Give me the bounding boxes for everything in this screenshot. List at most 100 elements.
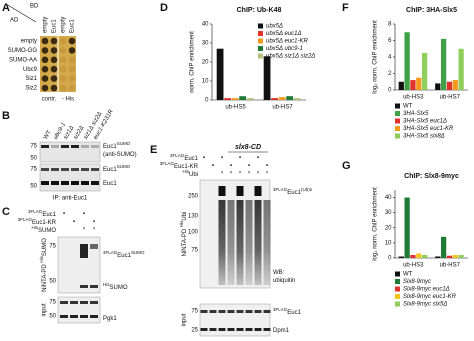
band: [254, 310, 262, 313]
bar: [446, 81, 453, 90]
band: [245, 328, 253, 331]
input-label: input: [182, 313, 188, 326]
bar: [416, 77, 422, 90]
smear: [263, 200, 271, 285]
yeast-spot: [50, 47, 58, 54]
band: [51, 168, 59, 171]
blot: [57, 296, 101, 324]
superscript: His: [32, 225, 39, 230]
text-run: Euc1: [103, 181, 117, 187]
row-label: Siz2: [25, 86, 37, 92]
superscript: 3FLAG: [170, 153, 185, 158]
bar: [440, 236, 447, 258]
legend-entry: 3HA-Slx5 euc1Δ: [403, 119, 447, 125]
band: [91, 168, 99, 171]
column-label: empty: [43, 17, 49, 33]
legend-swatch: [395, 294, 400, 299]
panel-label: A: [2, 2, 10, 14]
bar: [435, 256, 441, 258]
bar: [404, 32, 410, 90]
bar: [452, 254, 458, 258]
legend-entry: ubx5Δ siz1Δ siz2Δ: [266, 54, 315, 60]
bar: [278, 97, 286, 100]
legend-entry: 3HA-Slx5: [403, 111, 429, 117]
row-label: 3FLAGEuc1: [28, 209, 57, 217]
band-label: (anti-SUMO): [103, 152, 137, 158]
legend-swatch: [395, 301, 400, 307]
mw-marker: 75: [30, 144, 37, 150]
lane-mark: •: [63, 212, 65, 218]
pd-label: NiNTA-PD HisSUMO: [39, 238, 47, 292]
condition-label: - His: [62, 97, 74, 103]
yeast-spot: [68, 37, 76, 45]
text-run: Euc1: [287, 310, 301, 316]
y-tick-label: 4: [388, 55, 392, 61]
yeast-spot: [41, 65, 49, 73]
band-label: ubiquitin: [273, 278, 295, 284]
text-run: SUMO: [110, 285, 128, 291]
mw-marker: 75: [49, 300, 56, 306]
superscript: 3FLAG: [103, 250, 118, 255]
bar: [410, 80, 416, 90]
band-label: 3FLAGEuc1: [273, 307, 302, 315]
y-tick-label: 20: [385, 225, 392, 231]
mw-marker: 25: [191, 328, 198, 334]
y-axis-label: log₂ norm. ChIP enrichment: [373, 187, 379, 261]
legend-entry: ubx5Δ euc1-KR: [266, 39, 308, 45]
pd-label: NiNTA-PD HisUbi: [179, 212, 187, 257]
panel-label: G: [342, 160, 351, 172]
band: [218, 186, 226, 196]
x-tick-label: ub-HS7: [440, 95, 461, 101]
band: [81, 168, 89, 171]
lane-mark: *: [83, 228, 86, 234]
y-tick-label: 30: [385, 210, 392, 216]
column-label: Euc1: [52, 19, 58, 33]
mw-marker: 50: [49, 314, 56, 320]
band: [61, 181, 69, 185]
row-label: Siz1: [25, 76, 37, 82]
x-tick-label: ub-HS5: [225, 105, 246, 111]
band: [61, 168, 69, 171]
superscript: 3FLAG: [273, 307, 288, 312]
mw-marker: 75: [191, 248, 198, 254]
x-tick-label: ub-HS7: [272, 105, 293, 111]
chart-title: ChIP: Slx8-9myc: [404, 173, 459, 180]
row-label: HisUbi: [182, 169, 198, 177]
text-run: Euc1: [184, 156, 198, 162]
column-label: Euc1: [70, 19, 76, 33]
smear: [254, 200, 262, 285]
band: [41, 181, 49, 185]
superscript: SUMO: [131, 250, 145, 255]
legend-swatch: [258, 31, 263, 36]
yeast-spot: [41, 47, 49, 54]
superscript: His: [103, 282, 110, 287]
legend-entry: ubx5Δ ubc9-1: [266, 46, 303, 52]
legend-entry: Slx8-9myc euc1Δ: [403, 287, 450, 293]
column-label: empty: [61, 17, 67, 33]
band: [209, 310, 217, 313]
legend-swatch: [395, 126, 400, 131]
band: [254, 328, 262, 331]
yeast-spot: [59, 84, 67, 92]
lane-mark: *: [239, 172, 242, 178]
band-label: 3FLAGEuc1SUMO: [103, 250, 145, 258]
lane-mark: •: [203, 156, 205, 162]
bar: [398, 81, 404, 90]
row-label: Ubc9: [23, 67, 38, 73]
band: [70, 301, 78, 304]
bar: [398, 256, 404, 258]
bar: [404, 197, 410, 258]
text-run: Euc1: [287, 190, 301, 196]
band: [41, 168, 49, 171]
bar: [286, 96, 294, 100]
yeast-spot: [41, 56, 49, 64]
text-run: Euc1: [117, 253, 131, 259]
band-label: WB:: [273, 270, 285, 276]
mw-marker: 50: [30, 156, 37, 162]
panel-label: D: [160, 2, 168, 14]
band: [81, 181, 89, 185]
mw-marker: 250: [188, 194, 199, 200]
band: [91, 145, 99, 148]
legend-entry: WT: [403, 272, 413, 278]
